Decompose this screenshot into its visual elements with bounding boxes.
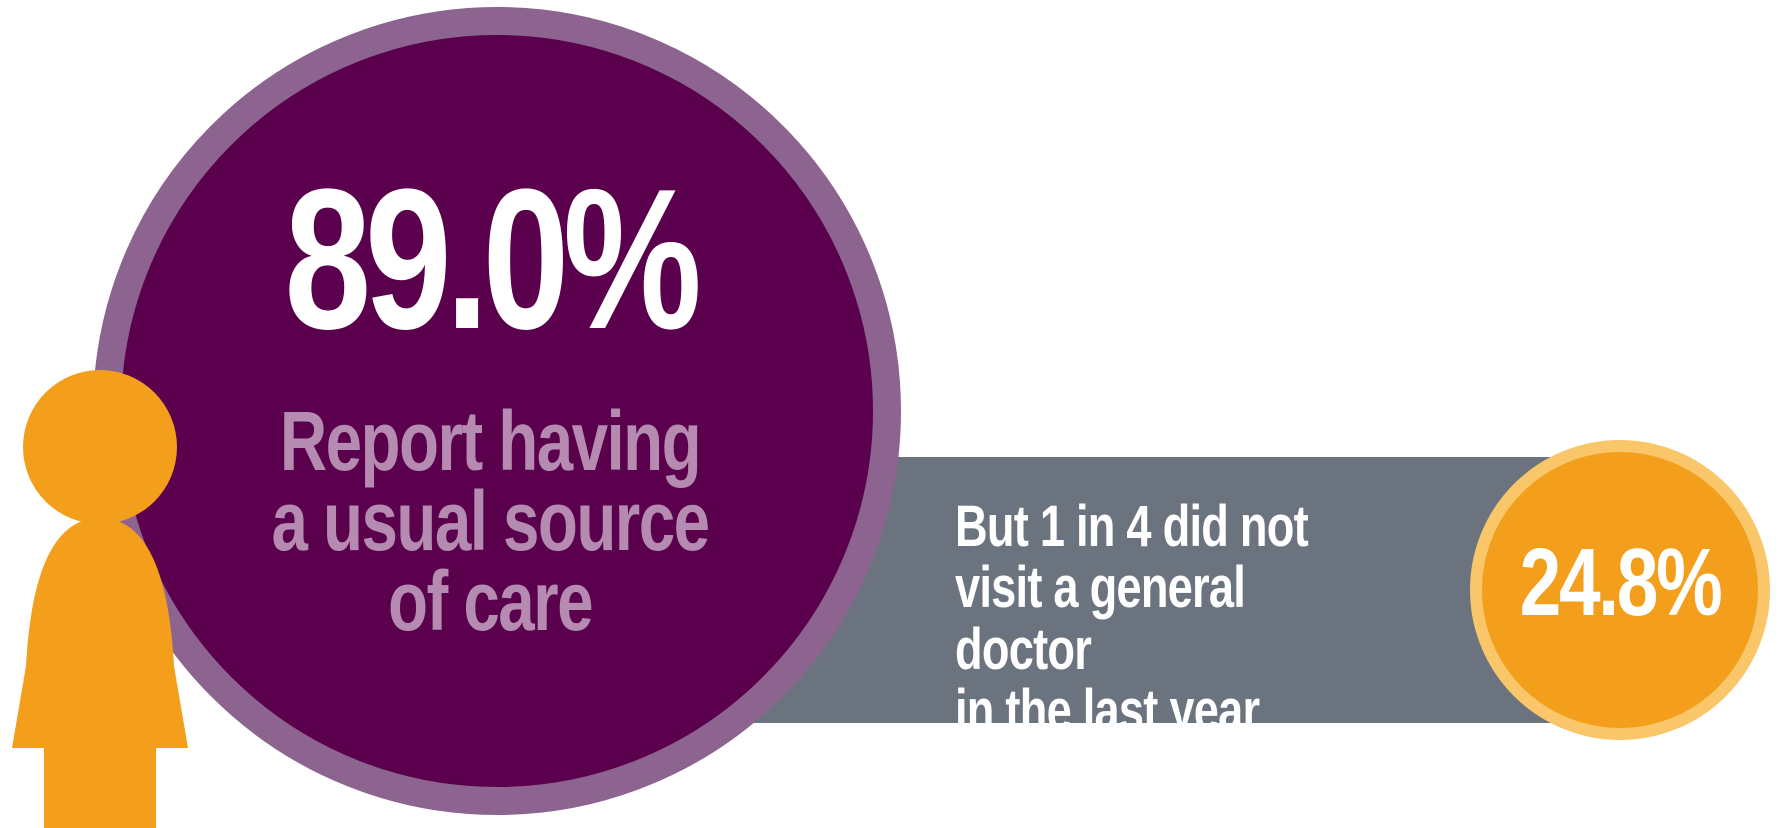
secondary-stat-caption-line-2: visit a general doctor: [955, 555, 1246, 682]
secondary-stat-caption-line-3: in the last year: [955, 678, 1260, 744]
person-head: [23, 370, 177, 524]
person-legs: [44, 740, 156, 828]
main-stat-caption-line-2: a usual source: [271, 473, 711, 568]
main-stat-caption-line-1: Report having: [279, 394, 702, 488]
secondary-stat-caption: But 1 in 4 did not visit a general docto…: [955, 496, 1361, 742]
main-stat-caption-line-3: of care: [388, 553, 594, 648]
main-stat-caption: Report having a usual source of care: [225, 394, 755, 648]
secondary-stat-value: 24.8%: [1519, 529, 1723, 636]
person-body: [12, 518, 188, 748]
person-icon: [12, 370, 188, 828]
main-stat-value: 89.0%: [284, 148, 701, 371]
secondary-stat-caption-line-1: But 1 in 4 did not: [955, 494, 1309, 559]
